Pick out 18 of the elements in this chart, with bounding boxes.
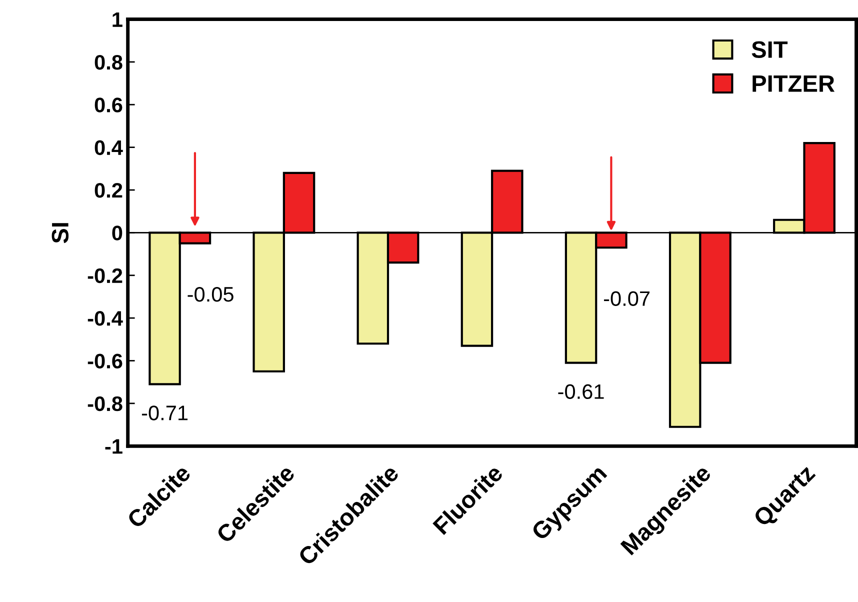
y-tick-label: -0.4 <box>88 311 123 326</box>
legend-label: PITZER <box>752 75 835 92</box>
y-tick-label: -0.6 <box>88 354 122 368</box>
y-tick-label: -1 <box>105 439 122 454</box>
y-tick-label: -0.8 <box>88 396 122 412</box>
y-tick-label: 0.8 <box>94 54 122 70</box>
y-axis-title: SI <box>52 223 69 244</box>
y-tick-label: 0.6 <box>94 98 122 112</box>
annotation: -0.07 <box>604 291 650 306</box>
legend-label: SIT <box>752 41 788 58</box>
annotation: -0.05 <box>188 286 234 302</box>
annotation: -0.71 <box>142 406 188 420</box>
y-tick-label: 1 <box>112 12 122 27</box>
annotation: -0.61 <box>558 384 604 399</box>
y-tick-label: 0 <box>112 226 122 240</box>
y-tick-label: 0.4 <box>94 140 123 156</box>
y-tick-label: 0.2 <box>94 182 122 198</box>
y-tick-label: -0.2 <box>88 268 122 284</box>
